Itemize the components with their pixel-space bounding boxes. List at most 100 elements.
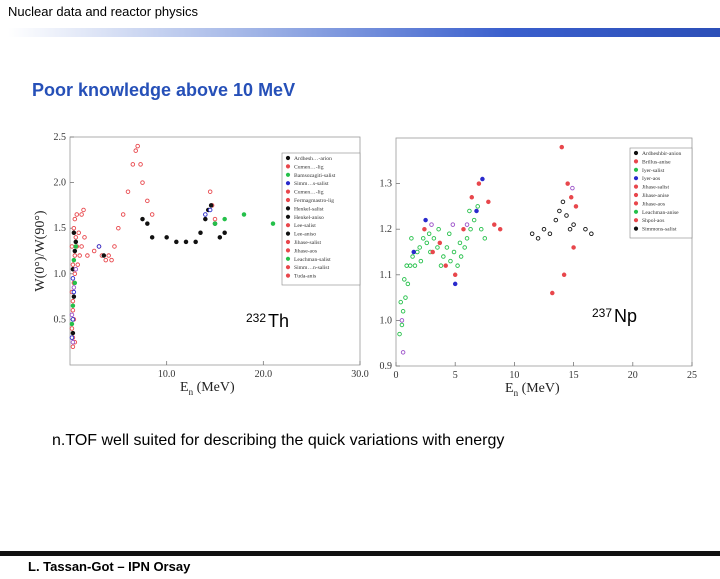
data-point [116,225,121,231]
y-tick-label: 1.0 [54,269,67,280]
slide-heading: Poor knowledge above 10 MeV [32,80,296,100]
data-point [429,222,434,227]
data-point [447,231,452,237]
legend-entry: Iyer-aos [642,176,660,182]
data-point [402,277,407,282]
data-point [426,231,432,237]
data-point [149,212,155,217]
data-point [450,222,456,227]
data-point [436,226,441,232]
data-point [72,271,78,277]
data-point [73,266,79,272]
data-point [82,235,87,240]
legend-marker [285,164,291,169]
x-tick-label: 10.0 [158,369,176,380]
data-point [423,217,428,223]
footer-bar [0,551,720,556]
data-point [203,216,208,222]
data-point [422,226,427,232]
legend-entry: Henkel-aniso [294,215,324,221]
data-point [424,240,430,246]
data-point [486,199,491,205]
footer-author: L. Tassan-Got – IPN Orsay [28,559,191,574]
data-point [452,272,458,278]
legend-entry: Jihase-aos [294,248,317,254]
data-point [535,236,541,241]
data-point [212,221,218,226]
data-point [478,226,484,232]
y-tick-label: 1.0 [380,315,393,326]
data-point [69,326,75,331]
legend-marker [285,181,291,186]
legend-marker [633,167,639,172]
legend-marker [285,256,291,261]
data-point [452,281,458,287]
data-point [207,207,213,213]
legend-entry: Bamsozagiti-salist [294,173,336,179]
data-point [451,249,457,255]
data-point [399,322,405,328]
data-point [457,240,463,246]
data-point [468,226,473,232]
y-tick-label: 0.9 [380,361,393,372]
y-tick-label: 2.5 [54,132,67,143]
y-tick-label: 1.1 [380,270,393,281]
data-point [571,222,576,227]
data-point [541,226,547,232]
legend-marker [285,214,291,219]
data-point [140,180,145,185]
legend-marker [285,223,291,228]
data-point [420,236,426,241]
legend-marker [633,159,639,164]
data-point [571,245,576,250]
y-tick-label: 1.5 [54,223,67,234]
data-point [203,212,208,217]
legend-box [281,152,361,286]
data-point [589,231,594,237]
data-point [568,195,574,200]
data-point [72,280,78,286]
data-point [130,162,136,167]
data-point [69,244,75,249]
data-point [410,254,415,259]
data-point [77,253,82,258]
legend-entry: Jihase-salist [642,185,669,191]
data-point [547,231,553,237]
data-point [96,244,102,249]
data-point [69,312,75,318]
data-point [69,335,75,340]
data-point [103,257,109,263]
legend-marker [633,184,639,189]
data-point [441,254,446,259]
data-point [73,235,79,240]
data-point [474,208,479,214]
legend-marker [633,176,639,181]
plot-frame [395,137,693,367]
legend-marker [633,209,639,214]
legend-marker [285,206,291,211]
x-tick-label: 5 [453,370,458,381]
data-point [475,204,480,209]
data-point [72,253,78,258]
data-point [71,285,77,290]
data-point [417,245,422,250]
y-tick-label: 1.3 [380,179,393,190]
header-gradient-bar [8,28,720,37]
data-point [212,216,218,222]
data-point [73,239,79,245]
legend-marker [633,201,639,206]
data-point [480,176,485,182]
legend-entry: Simm…n-salist [294,265,330,271]
data-point [70,262,76,267]
legend-entry: Simm…s-salist [294,181,329,187]
x-tick-label: 30.0 [351,369,369,380]
legend-entry: Jihase-aos [642,201,665,207]
data-point [476,181,482,186]
data-point [106,253,111,258]
data-point [120,212,126,217]
data-point [71,294,77,299]
data-point [69,321,75,327]
isotope-mass-label: 232 [246,311,266,325]
legend-entry: Cumen…-lig [294,190,324,196]
data-point [560,199,566,205]
